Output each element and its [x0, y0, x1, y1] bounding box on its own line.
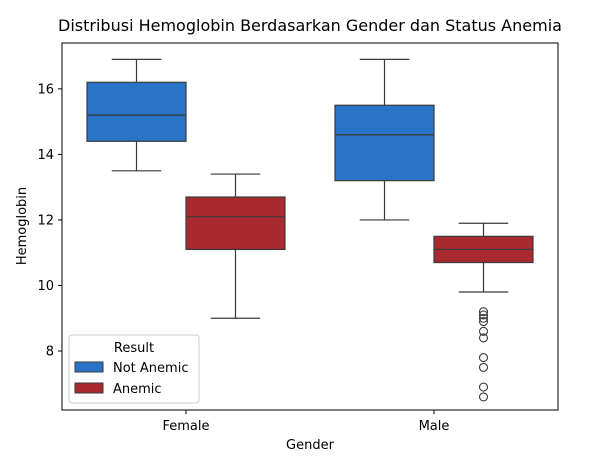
iqr-box	[185, 196, 286, 251]
legend-label-anemic: Anemic	[113, 382, 162, 397]
legend-title: Result	[114, 341, 154, 356]
outlier-point	[478, 392, 489, 402]
legend-swatch-not-anemic	[74, 361, 104, 373]
outlier-point	[478, 307, 489, 317]
x-tick-label-male: Male	[419, 419, 450, 434]
box-female-anemic	[185, 173, 286, 319]
box-male-not-anemic	[334, 58, 435, 221]
outlier-point	[478, 353, 489, 363]
box-female-not-anemic	[86, 58, 187, 172]
outlier-point	[478, 333, 489, 343]
y-tick-label: 16	[37, 82, 54, 97]
y-tick-label: 14	[37, 148, 54, 163]
iqr-box	[334, 104, 435, 182]
iqr-box	[86, 81, 187, 142]
y-tick-label: 8	[46, 345, 54, 360]
y-axis-label: Hemoglobin	[15, 187, 30, 265]
chart-title: Distribusi Hemoglobin Berdasarkan Gender…	[58, 16, 562, 35]
outlier-point	[478, 316, 489, 327]
outlier-point	[478, 313, 489, 323]
legend-swatch-anemic	[74, 382, 104, 394]
outlier-point	[478, 382, 489, 392]
y-tick-label: 12	[37, 213, 54, 228]
plot-frame	[61, 42, 559, 411]
legend: Result Not Anemic Anemic	[68, 334, 200, 404]
outlier-point	[478, 310, 489, 320]
x-tick-label-female: Female	[162, 419, 209, 434]
legend-label-not-anemic: Not Anemic	[113, 361, 188, 376]
y-tick-label: 10	[37, 279, 54, 294]
outlier-point	[478, 362, 489, 372]
outlier-point	[478, 326, 489, 336]
x-axis-label: Gender	[286, 438, 335, 453]
box-male-anemic	[433, 222, 534, 402]
